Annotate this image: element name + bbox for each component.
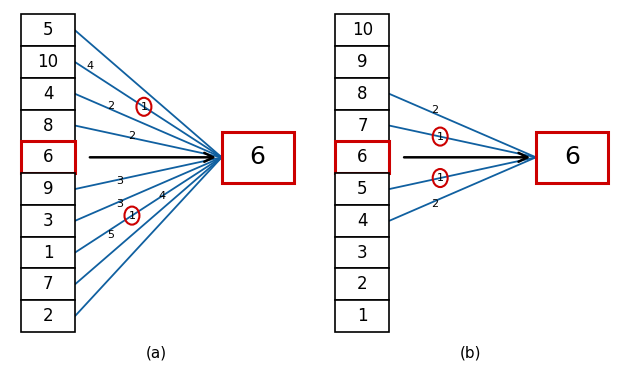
Text: 3: 3 (116, 176, 123, 186)
Text: 1: 1 (437, 173, 444, 183)
Text: 4: 4 (86, 61, 94, 71)
Text: 2: 2 (128, 131, 135, 141)
Text: 8: 8 (357, 85, 367, 103)
Text: (b): (b) (459, 346, 481, 361)
Bar (21, 110, 75, 141)
Text: 1: 1 (437, 132, 444, 142)
Bar (336, 14, 389, 46)
Text: 5: 5 (108, 230, 115, 240)
Bar (336, 78, 389, 110)
Text: 2: 2 (43, 307, 53, 325)
Text: 2: 2 (431, 105, 438, 116)
Bar (336, 141, 389, 173)
Text: 3: 3 (43, 212, 53, 230)
Bar (21, 268, 75, 300)
Text: 7: 7 (43, 275, 53, 293)
Bar (536, 132, 608, 183)
Text: 6: 6 (357, 148, 367, 166)
Text: 3: 3 (357, 244, 367, 262)
Bar (21, 300, 75, 332)
Text: 1: 1 (140, 102, 147, 112)
Bar (336, 173, 389, 205)
Text: 3: 3 (116, 199, 123, 209)
Bar (336, 205, 389, 237)
Text: 6: 6 (43, 148, 53, 166)
Text: 1: 1 (43, 244, 53, 262)
Text: 7: 7 (357, 117, 367, 135)
Text: 6: 6 (564, 145, 580, 169)
Text: 2: 2 (357, 275, 367, 293)
Bar (21, 46, 75, 78)
Bar (222, 132, 294, 183)
Bar (21, 173, 75, 205)
Text: 4: 4 (43, 85, 53, 103)
Bar (336, 46, 389, 78)
Text: 10: 10 (352, 21, 373, 39)
Text: 5: 5 (43, 21, 53, 39)
Text: (a): (a) (145, 346, 167, 361)
Bar (336, 268, 389, 300)
Text: 2: 2 (108, 102, 115, 112)
Text: 1: 1 (128, 210, 135, 220)
Text: 9: 9 (357, 53, 367, 71)
Text: 9: 9 (43, 180, 53, 198)
Bar (21, 237, 75, 268)
Bar (336, 237, 389, 268)
Text: 5: 5 (357, 180, 367, 198)
Text: 6: 6 (250, 145, 265, 169)
Bar (21, 141, 75, 173)
Bar (21, 78, 75, 110)
Text: 4: 4 (158, 191, 165, 201)
Bar (336, 300, 389, 332)
Text: 8: 8 (43, 117, 53, 135)
Bar (21, 205, 75, 237)
Text: 1: 1 (357, 307, 367, 325)
Bar (336, 110, 389, 141)
Bar (21, 14, 75, 46)
Text: 2: 2 (431, 199, 438, 209)
Text: 10: 10 (38, 53, 59, 71)
Text: 4: 4 (357, 212, 367, 230)
